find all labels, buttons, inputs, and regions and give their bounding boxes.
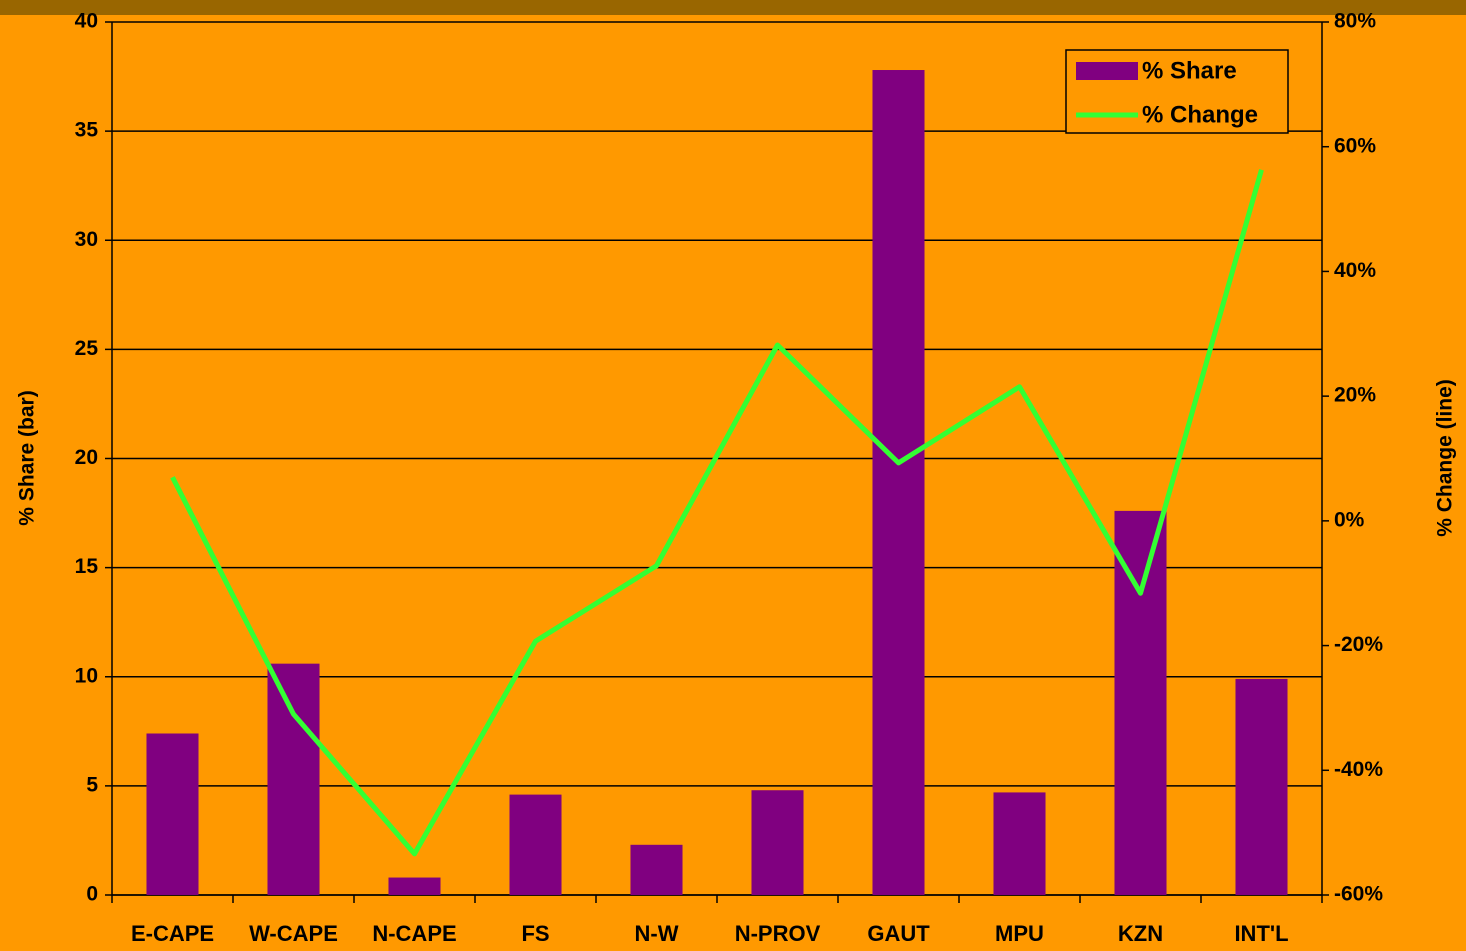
y2-tick-label: 80% bbox=[1334, 10, 1376, 33]
bar bbox=[1114, 510, 1167, 895]
y2-tick-label: -40% bbox=[1334, 758, 1383, 781]
y-tick-label: 30 bbox=[75, 228, 98, 251]
x-tick-label: INT'L bbox=[1234, 921, 1288, 946]
y2-tick-label: 20% bbox=[1334, 384, 1376, 407]
y2-tick-label: 0% bbox=[1334, 508, 1365, 531]
x-tick-label: E-CAPE bbox=[131, 921, 214, 946]
y2-tick-label: 40% bbox=[1334, 259, 1376, 282]
legend-swatch bbox=[1076, 62, 1138, 80]
bar bbox=[388, 877, 441, 895]
y-tick-label: 10 bbox=[75, 664, 98, 687]
y-tick-label: 25 bbox=[75, 337, 99, 360]
x-tick-label: MPU bbox=[995, 921, 1044, 946]
x-tick-label: N-PROV bbox=[735, 921, 821, 946]
x-tick-label: W-CAPE bbox=[249, 921, 338, 946]
x-tick-label: GAUT bbox=[867, 921, 930, 946]
y-tick-label: 35 bbox=[75, 119, 99, 142]
y-tick-label: 40 bbox=[75, 10, 98, 33]
y-tick-label: 5 bbox=[86, 773, 98, 796]
bar bbox=[267, 663, 320, 895]
y-tick-label: 0 bbox=[86, 883, 98, 906]
x-tick-label: N-CAPE bbox=[372, 921, 456, 946]
top-band bbox=[0, 0, 1466, 15]
y-axis-title: % Share (bar) bbox=[16, 390, 39, 525]
x-tick-label: KZN bbox=[1118, 921, 1163, 946]
bar bbox=[751, 790, 804, 895]
x-tick-label: N-W bbox=[635, 921, 679, 946]
legend-label: % Share bbox=[1142, 57, 1237, 84]
x-tick-label: FS bbox=[521, 921, 549, 946]
legend-label: % Change bbox=[1142, 101, 1258, 128]
bar bbox=[630, 844, 683, 895]
line bbox=[170, 169, 1264, 857]
y2-tick-label: -20% bbox=[1334, 633, 1383, 656]
y-tick-label: 20 bbox=[75, 446, 98, 469]
bar bbox=[993, 792, 1046, 895]
bar bbox=[146, 733, 199, 895]
y2-tick-label: 60% bbox=[1334, 134, 1376, 157]
bar bbox=[872, 70, 925, 895]
y-tick-label: 15 bbox=[75, 555, 99, 578]
y2-axis-title: % Change (line) bbox=[1434, 379, 1457, 537]
y2-tick-label: -60% bbox=[1334, 883, 1383, 906]
bar bbox=[509, 794, 562, 895]
bar bbox=[1235, 678, 1288, 895]
